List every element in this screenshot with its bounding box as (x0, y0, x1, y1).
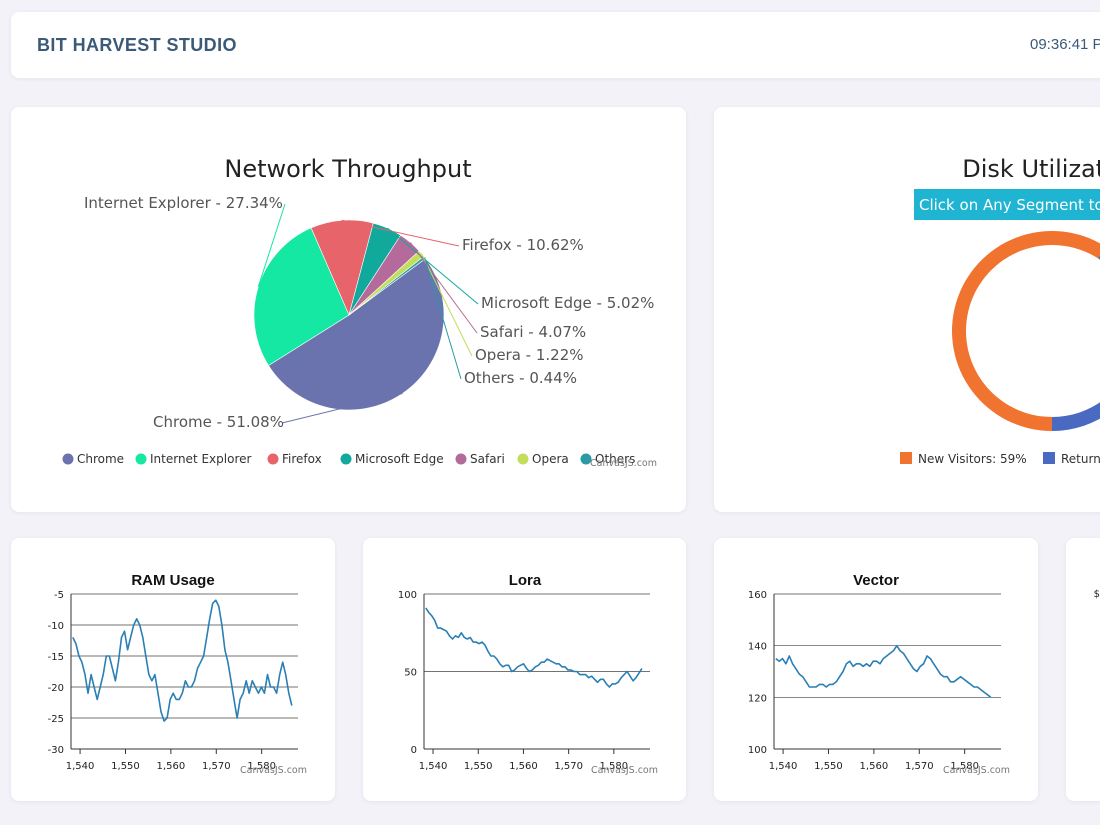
canvasjs-credit: CanvasJS.com (590, 458, 657, 469)
y-tick-label: 120 (748, 693, 767, 704)
legend-item-internet-explorer: Internet Explorer (150, 452, 251, 466)
x-tick-label: 1,580 (247, 761, 276, 772)
x-tick-label: 1,570 (202, 761, 231, 772)
pie-leader-internet-explorer (257, 203, 286, 288)
brand-title: BIT HARVEST STUDIO (37, 35, 237, 55)
x-tick-label: 1,560 (157, 761, 186, 772)
canvasjs-credit: CanvasJS.com (943, 765, 1010, 776)
legend-item-safari: Safari (470, 452, 505, 466)
gridlines (774, 593, 1001, 698)
legend-marker-internet-explorer (135, 453, 147, 465)
legend-marker-opera (517, 453, 529, 465)
y-tick-label: $ (1094, 589, 1100, 600)
y-tick-label: -20 (48, 683, 64, 694)
pie-label-internet-explorer: Internet Explorer - 27.34% (84, 194, 283, 212)
pie-label-firefox: Firefox - 10.62% (462, 236, 584, 254)
chart-title: RAM Usage (131, 572, 214, 589)
x-tick-label: 1,580 (950, 761, 979, 772)
legend-item-firefox: Firefox (282, 452, 322, 466)
legend-marker-others (580, 453, 592, 465)
y-tick-label: -25 (48, 714, 64, 725)
pie-leader-opera (421, 253, 473, 357)
series-line (72, 599, 293, 722)
ram-usage-card: RAM Usage -30 -25 -20 -15 -10 -5 1,540 1,550 1,56… (11, 538, 335, 801)
lora-chart: Lora 0 50 100 1,540 1,550 1,560 1,570 1,580Canva… (398, 572, 658, 776)
chart-subtitle: Click on Any Segment to Drilldown (919, 196, 1100, 214)
gridlines (71, 593, 298, 719)
x-tick-label: 1,550 (111, 761, 140, 772)
y-tick-label: -5 (54, 590, 64, 601)
network-throughput-card: Network Throughput Chrome - 51.08% Interne… (11, 107, 686, 512)
x-tick-label: 1,540 (66, 761, 95, 772)
y-tick-label: 140 (748, 642, 767, 653)
vector-card: Vector 100 120 140 160 1,540 1,550 1,560 1,570 1,… (714, 538, 1038, 801)
partial-chart-card: $ (1066, 538, 1100, 801)
legend-marker-chrome (62, 453, 74, 465)
legend-item-chrome: Chrome (77, 452, 124, 466)
header-bar: BIT HARVEST STUDIO 09:36:41 PM (11, 12, 1100, 78)
canvasjs-credit: CanvasJS.com (240, 765, 307, 776)
pie-leader-microsoft-edge (387, 227, 479, 305)
x-tick-label: 1,580 (600, 761, 629, 772)
pie-leader-safari (410, 242, 478, 334)
legend-marker-returning-visitors (1043, 452, 1055, 464)
x-tick-label: 1,560 (509, 761, 538, 772)
series-line (425, 607, 643, 688)
y-tick-label: -10 (48, 621, 64, 632)
x-tick-label: 1,570 (554, 761, 583, 772)
pie-label-opera: Opera - 1.22% (475, 346, 584, 364)
gridlines (424, 593, 650, 672)
y-tick-label: -30 (48, 745, 64, 756)
legend-marker-firefox (267, 453, 279, 465)
pie-leader-firefox (341, 219, 460, 247)
chart-title: Network Throughput (224, 155, 471, 183)
legend-marker-microsoft-edge (340, 453, 352, 465)
disk-utilization-card: Disk Utilization Click on Any Segment to … (714, 107, 1100, 512)
pie-slices (253, 219, 445, 411)
subtitle-box (914, 189, 1100, 220)
chart-title: Disk Utilization (962, 155, 1100, 183)
x-tick-label: 1,540 (419, 761, 448, 772)
pie-label-others: Others - 0.44% (464, 369, 577, 387)
x-tick-label: 1,550 (814, 761, 843, 772)
y-tick-label: 160 (748, 590, 767, 601)
y-tick-label: 100 (398, 590, 417, 601)
series-line (775, 644, 992, 698)
legend-marker-safari (455, 453, 467, 465)
legend-item-new-visitors: New Visitors: 59% (918, 452, 1027, 466)
lora-card: Lora 0 50 100 1,540 1,550 1,560 1,570 1,580 Canva… (363, 538, 686, 801)
pie-leader-others (424, 257, 462, 380)
legend-item-opera: Opera (532, 452, 569, 466)
pie-label-safari: Safari - 4.07% (480, 323, 586, 341)
network-throughput-chart: Network Throughput Chrome - 51.08% Interne… (62, 155, 657, 469)
pie-label-chrome: Chrome - 51.08% (153, 413, 284, 431)
x-tick-label: 1,570 (905, 761, 934, 772)
vector-chart: Vector 100 120 140 160 1,540 1,550 1,560 1,570 1,… (748, 572, 1010, 776)
y-tick-label: 50 (404, 668, 417, 679)
canvasjs-credit: CanvasJS.com (591, 765, 658, 776)
y-tick-label: 0 (411, 745, 417, 756)
ram-usage-chart: RAM Usage -30 -25 -20 -15 -10 -5 1,540 1,550 1,56… (48, 572, 307, 776)
x-tick-label: 1,560 (860, 761, 889, 772)
y-tick-label: 100 (748, 745, 767, 756)
x-tick-label: 1,540 (769, 761, 798, 772)
doughnut-slices (952, 231, 1100, 431)
partial-chart: $ (1094, 589, 1100, 600)
doughnut-slice-returning-visitors[interactable] (1052, 247, 1100, 431)
legend-marker-new-visitors (900, 452, 912, 464)
y-tick-label: -15 (48, 652, 64, 663)
pie-leader-chrome (281, 393, 403, 424)
chart-title: Vector (853, 572, 899, 589)
chart-title: Lora (509, 572, 542, 589)
disk-utilization-chart: Disk Utilization Click on Any Segment to … (900, 155, 1100, 466)
legend-item-others: Others (595, 452, 635, 466)
clock-readout: 09:36:41 PM (1030, 36, 1100, 53)
x-tick-label: 1,550 (464, 761, 493, 772)
legend-item-microsoft-edge: Microsoft Edge (355, 452, 444, 466)
doughnut-slice-new-visitors[interactable] (952, 231, 1100, 431)
pie-label-microsoft-edge: Microsoft Edge - 5.02% (481, 294, 654, 312)
legend-item-returning-visitors: Returning Visitors: 41% (1061, 452, 1100, 466)
